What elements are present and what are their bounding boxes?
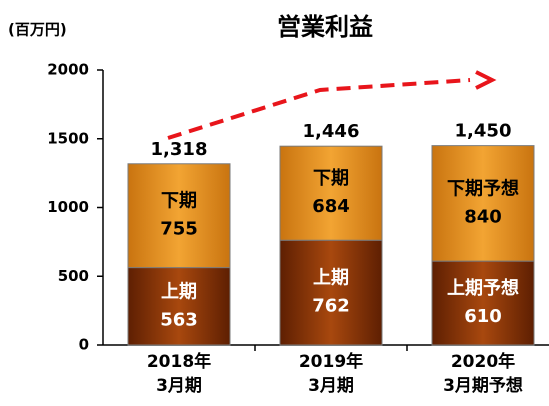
y-tick-label: 1000: [47, 198, 89, 216]
bar-segment: [127, 267, 231, 346]
segment-label: 上期: [313, 268, 349, 289]
value-label: 840: [464, 206, 502, 227]
segment-label: 上期: [161, 281, 197, 302]
bar-segment: [279, 145, 383, 241]
trend-arrow-head: [475, 70, 497, 90]
total-label: 1,450: [455, 121, 512, 142]
value-label: 610: [464, 306, 502, 327]
value-label: 762: [312, 296, 350, 317]
segment-label: 下期予想: [447, 177, 519, 199]
segment-label: 上期予想: [447, 277, 519, 299]
value-label: 755: [160, 219, 198, 240]
x-tick-label: 3月期: [308, 376, 354, 396]
unit-label: (百万円): [8, 21, 67, 39]
x-tick-label: 3月期予想: [443, 375, 523, 396]
chart-title: 営業利益: [277, 13, 373, 41]
bar-segment: [431, 145, 535, 262]
bar-segment: [279, 239, 383, 346]
bar-segment: [431, 260, 535, 346]
segment-label: 下期: [313, 168, 349, 189]
y-tick-label: 2000: [47, 61, 89, 79]
x-tick-label: 2020年: [451, 351, 515, 372]
x-tick-label: 2018年: [147, 351, 211, 372]
y-tick-label: 1500: [47, 129, 89, 147]
value-label: 563: [160, 309, 198, 330]
value-label: 684: [312, 196, 350, 217]
total-label: 1,318: [151, 139, 208, 160]
x-tick-label: 2019年: [299, 351, 363, 372]
bar-segment: [127, 163, 231, 269]
segment-label: 下期: [161, 191, 197, 212]
x-tick-label: 3月期: [156, 376, 202, 396]
total-label: 1,446: [303, 121, 360, 142]
trend-arrow: [167, 78, 471, 140]
y-tick-label: 500: [58, 267, 89, 285]
y-tick-label: 0: [79, 336, 89, 354]
